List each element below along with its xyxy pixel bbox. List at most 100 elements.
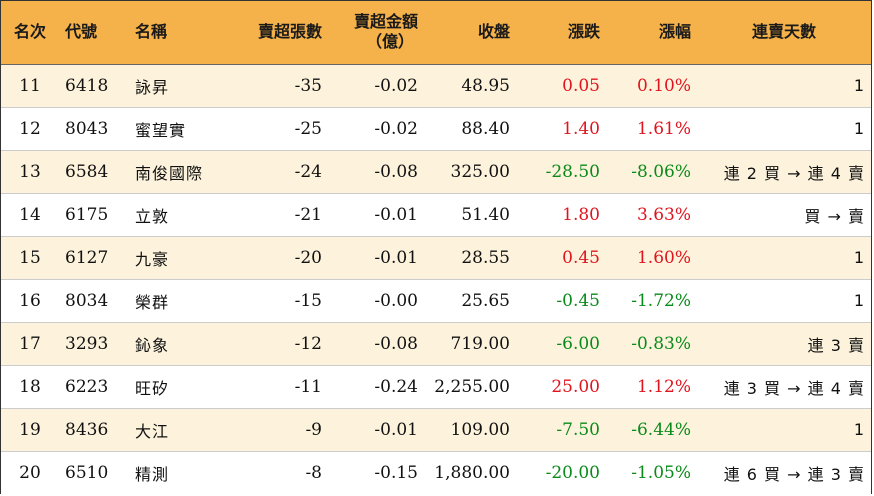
cell-change: -0.45 [516, 279, 606, 323]
cell-change-pct: 1.61% [606, 107, 697, 151]
cell-rank: 15 [1, 236, 59, 280]
cell-rank: 17 [1, 322, 59, 366]
cell-change-pct: 1.12% [606, 365, 697, 409]
table-row: 11 6418 詠昇 -35 -0.02 48.95 0.05 0.10% 1 [1, 64, 871, 108]
cell-rank: 19 [1, 408, 59, 452]
header-net-sell-amount-label: 賣超金額 [353, 12, 418, 32]
header-net-sell-amount-unit: （億） [365, 32, 414, 52]
cell-net-sell-lots: -8 [305, 462, 322, 483]
cell-net-sell-lots: -21 [224, 193, 328, 237]
cell-change: -6.00 [516, 322, 606, 366]
cell-sell-streak: 連 2 買 → 連 4 賣 [697, 150, 871, 194]
cell-change-pct: -0.83% [606, 322, 697, 366]
cell-close: 51.40 [424, 193, 516, 237]
cell-close: 28.55 [424, 236, 516, 280]
cell-rank: 11 [1, 64, 59, 108]
cell-code: 3293 [59, 322, 129, 366]
table-row: 13 6584 南俊國際 -24 -0.08 325.00 -28.50 -8.… [1, 150, 871, 194]
cell-net-sell-lots: -15 [224, 279, 328, 323]
table-row: 20 6510 精測 -8 -0.15 1,880.00 -20.00 -1.0… [1, 451, 871, 494]
cell-name: 詠昇 [129, 64, 224, 108]
cell-net-sell-amount: -0.24 [328, 365, 424, 409]
header-net-sell-amount: 賣超金額 （億） [328, 1, 424, 65]
cell-sell-streak: 買 → 賣 [697, 193, 871, 237]
cell-name: 立敦 [129, 193, 224, 237]
header-net-sell-lots: 賣超張數 [224, 1, 328, 65]
cell-code: 6418 [59, 64, 129, 108]
cell-name: 南俊國際 [129, 150, 224, 194]
cell-change: 0.45 [516, 236, 606, 280]
cell-net-sell-lots: -35 [224, 64, 328, 108]
table-row: 16 8034 榮群 -15 -0.00 25.65 -0.45 -1.72% … [1, 279, 871, 323]
cell-rank: 16 [1, 279, 59, 323]
cell-change-pct: -8.06% [606, 150, 697, 194]
cell-net-sell-lots: -20 [224, 236, 328, 280]
cell-rank: 18 [1, 365, 59, 409]
cell-change: -28.50 [516, 150, 606, 194]
cell-net-sell-amount: -0.01 [328, 236, 424, 280]
cell-net-sell-amount: -0.01 [328, 408, 424, 452]
cell-net-sell-lots: -12 [224, 322, 328, 366]
cell-rank: 13 [1, 150, 59, 194]
cell-close: 25.65 [424, 279, 516, 323]
cell-net-sell-lots: -25 [224, 107, 328, 151]
cell-net-sell-amount: -0.08 [328, 322, 424, 366]
table-row: 12 8043 蜜望實 -25 -0.02 88.40 1.40 1.61% 1 [1, 107, 871, 151]
cell-rank: 12 [1, 107, 59, 151]
cell-sell-streak: 1 [697, 236, 871, 280]
cell-code: 6223 [59, 365, 129, 409]
cell-code: 6175 [59, 193, 129, 237]
cell-code: 8436 [59, 408, 129, 452]
header-sell-streak: 連賣天數 [697, 1, 871, 65]
cell-code: 6127 [59, 236, 129, 280]
table-row: 18 6223 旺矽 -11 -0.24 2,255.00 25.00 1.12… [1, 365, 871, 409]
cell-net-sell-amount: -0.01 [328, 193, 424, 237]
cell-code: 6510 [65, 462, 109, 483]
cell-sell-streak: 1 [697, 279, 871, 323]
cell-change: 0.05 [516, 64, 606, 108]
cell-name: 大江 [129, 408, 224, 452]
cell-close: 2,255.00 [424, 365, 516, 409]
cell-change-pct: -1.72% [606, 279, 697, 323]
cell-change-pct: 1.60% [606, 236, 697, 280]
table-row: 15 6127 九豪 -20 -0.01 28.55 0.45 1.60% 1 [1, 236, 871, 280]
cell-close: 109.00 [424, 408, 516, 452]
cell-name: 精測 [135, 464, 170, 484]
table-row: 17 3293 鈊象 -12 -0.08 719.00 -6.00 -0.83%… [1, 322, 871, 366]
cell-change-pct: 3.63% [606, 193, 697, 237]
cell-name: 旺矽 [129, 365, 224, 409]
cell-code: 8043 [59, 107, 129, 151]
cell-net-sell-amount: -0.02 [328, 64, 424, 108]
table-row: 14 6175 立敦 -21 -0.01 51.40 1.80 3.63% 買 … [1, 193, 871, 237]
header-close: 收盤 [424, 1, 516, 65]
cell-name: 九豪 [129, 236, 224, 280]
cell-change: -20.00 [545, 462, 600, 483]
cell-sell-streak: 連 6 買 → 連 3 賣 [723, 464, 865, 484]
table-row: 19 8436 大江 -9 -0.01 109.00 -7.50 -6.44% … [1, 408, 871, 452]
cell-name: 蜜望實 [129, 107, 224, 151]
cell-change: 1.80 [516, 193, 606, 237]
cell-close: 48.95 [424, 64, 516, 108]
cell-net-sell-amount: -0.02 [328, 107, 424, 151]
cell-sell-streak: 1 [697, 408, 871, 452]
cell-change-pct: -6.44% [606, 408, 697, 452]
table-header-row: 名次 代號 名稱 賣超張數 賣超金額 （億） 收盤 漲跌 漲幅 連賣天數 [1, 1, 871, 65]
cell-change: 25.00 [516, 365, 606, 409]
header-change: 漲跌 [516, 1, 606, 65]
cell-sell-streak: 1 [697, 107, 871, 151]
header-name: 名稱 [129, 1, 224, 65]
cell-close: 325.00 [424, 150, 516, 194]
cell-name: 鈊象 [129, 322, 224, 366]
cell-close: 88.40 [424, 107, 516, 151]
cell-sell-streak: 1 [697, 64, 871, 108]
cell-net-sell-lots: -11 [224, 365, 328, 409]
cell-name: 榮群 [129, 279, 224, 323]
cell-change: 1.40 [516, 107, 606, 151]
cell-sell-streak: 連 3 賣 [697, 322, 871, 366]
cell-change-pct: 0.10% [606, 64, 697, 108]
cell-change: -7.50 [516, 408, 606, 452]
cell-net-sell-lots: -9 [224, 408, 328, 452]
header-change-pct: 漲幅 [606, 1, 697, 65]
